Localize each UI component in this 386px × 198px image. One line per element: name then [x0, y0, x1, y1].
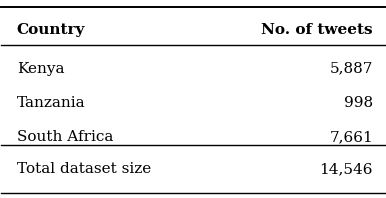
- Text: Total dataset size: Total dataset size: [17, 162, 151, 176]
- Text: 5,887: 5,887: [330, 62, 373, 76]
- Text: Kenya: Kenya: [17, 62, 64, 76]
- Text: Country: Country: [17, 23, 85, 37]
- Text: South Africa: South Africa: [17, 130, 113, 144]
- Text: Tanzania: Tanzania: [17, 96, 85, 110]
- Text: No. of tweets: No. of tweets: [261, 23, 373, 37]
- Text: 14,546: 14,546: [320, 162, 373, 176]
- Text: 998: 998: [344, 96, 373, 110]
- Text: 7,661: 7,661: [329, 130, 373, 144]
